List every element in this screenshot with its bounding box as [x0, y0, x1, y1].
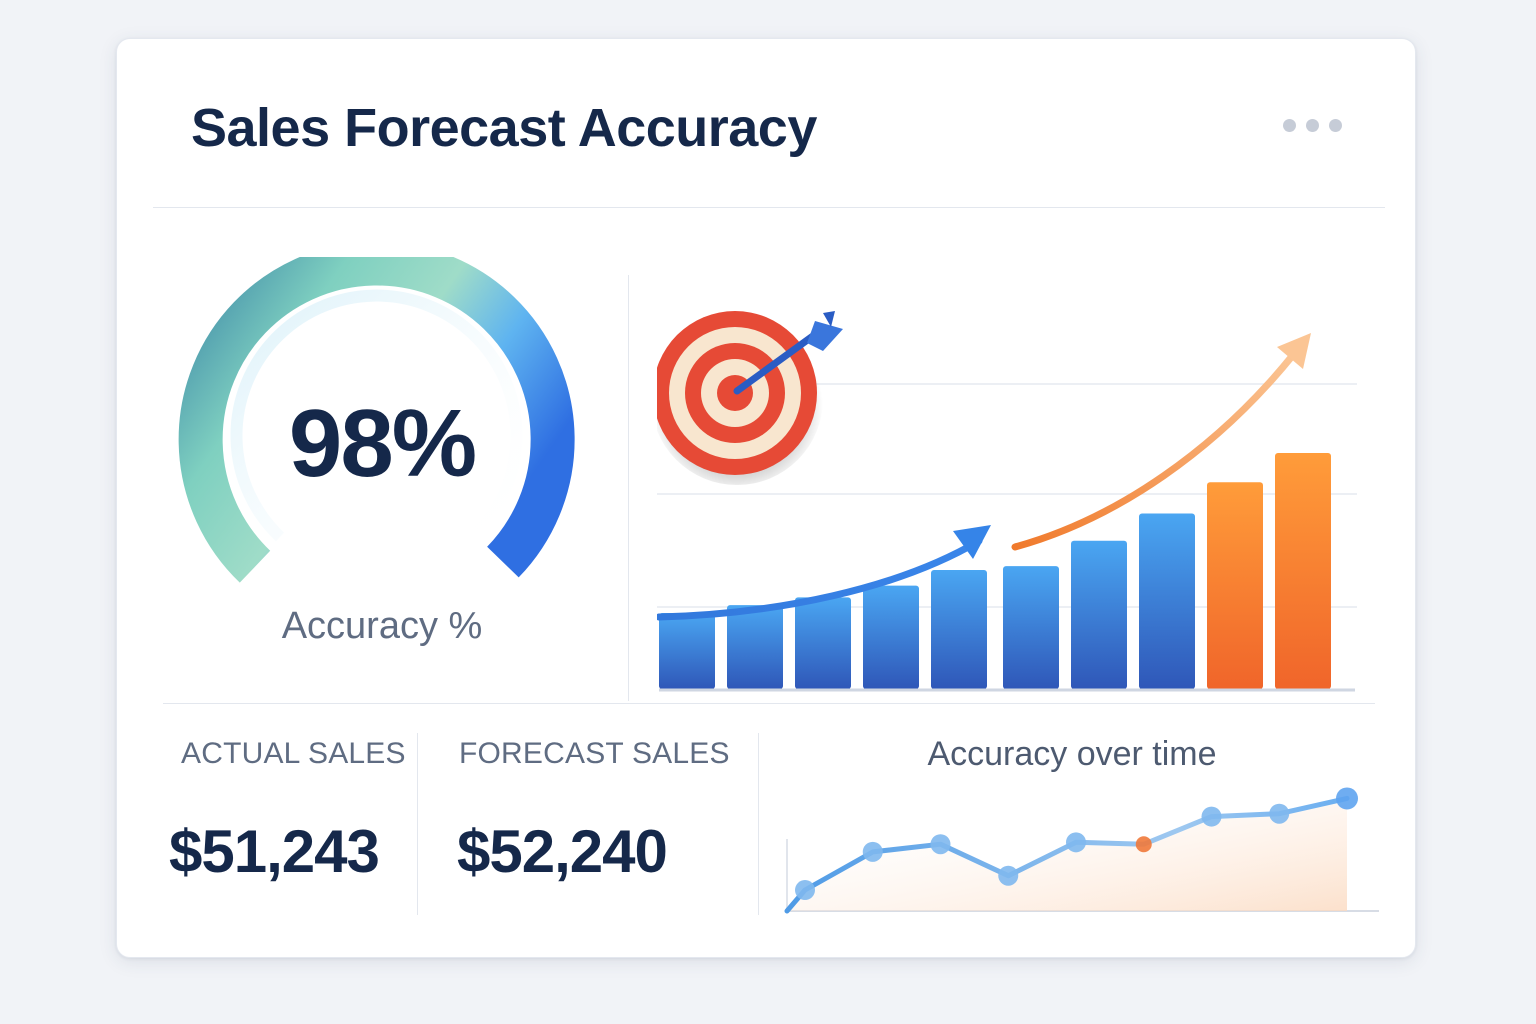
trend-arrow-blue — [657, 537, 983, 621]
bar — [659, 612, 715, 689]
trend-arrow-blue-head — [953, 525, 991, 559]
card-title: Sales Forecast Accuracy — [191, 98, 817, 158]
bar — [1071, 540, 1127, 689]
bar — [795, 597, 851, 689]
accuracy-line-chart — [784, 787, 1379, 914]
data-point — [998, 865, 1019, 886]
bar — [1275, 453, 1331, 689]
bar — [727, 605, 783, 689]
line-area-fill — [787, 798, 1347, 911]
menu-dot — [1329, 118, 1342, 132]
bar — [1207, 482, 1263, 689]
data-point — [1201, 806, 1222, 827]
gauge-inner-glow — [230, 289, 523, 542]
trend-arrow-orange-head — [1277, 333, 1311, 369]
target-with-arrow-icon — [657, 311, 843, 485]
line-points — [795, 787, 1358, 901]
data-point — [795, 880, 815, 901]
accuracy-gauge — [178, 257, 575, 583]
forecast-sales-value: $52,240 — [457, 818, 668, 885]
actual-sales-value: $51,243 — [169, 818, 380, 885]
accuracy-over-time-title: Accuracy over time — [927, 735, 1217, 773]
bar — [1003, 566, 1059, 689]
middle-divider — [163, 703, 1375, 704]
data-point — [1066, 832, 1086, 853]
bar — [1139, 513, 1195, 689]
stats-divider — [417, 733, 418, 915]
sales-bar-chart — [657, 311, 1357, 692]
header-divider — [153, 207, 1385, 208]
data-point — [862, 841, 883, 862]
menu-dot — [1283, 118, 1296, 132]
bar — [931, 570, 987, 689]
section-divider — [628, 275, 629, 701]
actual-sales-label: ACTUAL SALES — [181, 737, 406, 770]
trend-arrow-orange — [1011, 351, 1297, 551]
bar — [863, 585, 919, 689]
bar-group — [659, 453, 1331, 689]
stats-divider — [758, 733, 759, 915]
data-point — [1336, 787, 1358, 810]
accuracy-label: Accuracy % — [281, 605, 483, 647]
sales-forecast-card: Sales Forecast Accuracy 98% Accuracy % — [116, 38, 1416, 958]
more-options-icon[interactable] — [1283, 115, 1353, 135]
gauge-track — [178, 257, 575, 583]
menu-dot — [1306, 118, 1319, 132]
accuracy-value: 98% — [288, 390, 477, 497]
forecast-sales-label: FORECAST SALES — [459, 737, 730, 770]
highlight-point — [1135, 836, 1152, 853]
data-point — [1269, 803, 1290, 824]
accuracy-line — [784, 795, 1350, 914]
data-point — [930, 834, 951, 855]
